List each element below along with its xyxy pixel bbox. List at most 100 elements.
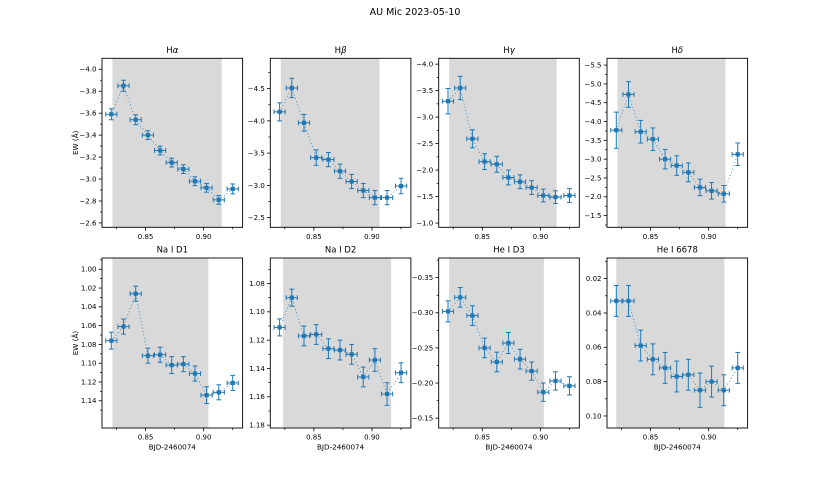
figure-title: AU Mic 2023-05-10 (369, 7, 461, 18)
data-point (466, 129, 479, 149)
x-axis-label: BJD-2460074 (485, 443, 533, 452)
y-tick-label: 1.16 (249, 393, 265, 401)
subplot-title: Na I D1 (157, 246, 188, 256)
axes-frame (438, 257, 580, 429)
y-tick-label: −3.0 (80, 175, 97, 183)
data-point (177, 164, 190, 175)
shaded-region (449, 58, 557, 228)
data-point (441, 87, 455, 115)
data-point (188, 176, 202, 187)
y-tick-label: 1.10 (249, 308, 265, 316)
y-tick-label: −2.5 (416, 140, 433, 148)
data-point (154, 145, 167, 156)
data-point (478, 153, 491, 171)
data-point (285, 288, 298, 307)
data-point (717, 185, 730, 203)
y-tick-label: −3.5 (416, 87, 433, 95)
data-point (357, 366, 370, 388)
data-point (466, 305, 479, 326)
y-tick-label: 0.02 (586, 275, 602, 283)
data-point (212, 194, 225, 205)
data-point (297, 113, 311, 132)
data-point (394, 177, 408, 195)
y-tick-label: −0.15 (412, 415, 433, 423)
y-tick-label: 1.08 (81, 341, 97, 349)
y-tick-label: −3.8 (80, 88, 97, 96)
data-point (537, 382, 550, 402)
data-series (441, 75, 576, 204)
y-tick-label: −0.20 (412, 379, 433, 387)
y-tick-label: −2.8 (80, 197, 97, 205)
y-axis-label: EW (Å) (71, 130, 80, 155)
y-tick-label: 1.06 (81, 322, 97, 330)
data-series (105, 79, 239, 205)
data-point (368, 348, 381, 372)
subplot-title: Na I D2 (325, 246, 356, 256)
data-point (454, 75, 467, 101)
data-point (622, 81, 635, 108)
data-point (682, 358, 695, 391)
data-point (659, 351, 672, 384)
data-point (285, 77, 298, 99)
y-axis-label: EW (Å) (71, 331, 80, 356)
x-tick-label: 0.90 (364, 233, 380, 241)
data-point (490, 351, 503, 373)
y-tick-label: −4.5 (585, 99, 602, 107)
y-tick-label: 1.14 (249, 365, 265, 373)
data-point (357, 182, 370, 199)
y-tick-label: −1.5 (416, 193, 433, 201)
data-point (622, 284, 635, 317)
y-tick-label: 1.08 (249, 280, 265, 288)
data-point (670, 360, 683, 393)
x-tick-label: 0.85 (138, 434, 154, 442)
data-point (141, 130, 154, 141)
y-tick-label: 1.18 (249, 422, 265, 430)
y-tick-label: −3.0 (416, 114, 433, 122)
y-tick-label: −2.6 (80, 219, 98, 227)
y-tick-label: −0.25 (412, 344, 433, 352)
x-tick-label: 0.90 (701, 434, 717, 442)
shaded-region (280, 58, 380, 228)
axes-frame (101, 257, 244, 429)
data-point (129, 114, 142, 126)
subplot-h-beta: 0.85 0.90 −4.5 −4.0 −3.5 −3.0 −2.5 Hβ (248, 46, 412, 241)
data-point (165, 356, 178, 375)
y-tick-label: −1.5 (585, 212, 602, 220)
data-point (478, 337, 491, 359)
data-point (381, 190, 394, 206)
data-point (368, 190, 381, 206)
data-point (394, 362, 408, 384)
data-point (105, 331, 118, 350)
data-point (105, 108, 118, 121)
y-tick-label: −4.5 (248, 85, 265, 93)
y-tick-label: 1.00 (81, 266, 97, 274)
shaded-region (112, 58, 222, 228)
data-point (634, 329, 647, 362)
shaded-region (283, 258, 392, 428)
axes-frame (269, 257, 412, 429)
subplot-h-delta: 0.85 0.90 −5.5 −5.0 −4.5 −4.0 −3.5 −3.0 −2.5 −2.0… (585, 46, 749, 241)
data-point (273, 102, 286, 122)
subplot-he-i-d3: 0.85 0.90 −0.35 −0.30 −0.25 −0.20 −0.15 BJD-246… (412, 246, 580, 452)
y-tick-label: −4.0 (80, 66, 97, 74)
y-tick-label: −1.0 (416, 219, 433, 227)
data-point (200, 386, 213, 405)
data-point (297, 325, 311, 347)
shaded-region (617, 58, 726, 228)
data-point (513, 174, 527, 190)
data-point (563, 376, 576, 396)
data-point (502, 169, 515, 186)
data-point (117, 79, 130, 92)
subplot-title: Hβ (335, 46, 347, 56)
axes-frame (438, 57, 580, 228)
data-point (646, 343, 659, 376)
data-point (693, 372, 707, 408)
y-tick-label: 1.12 (249, 337, 265, 345)
data-point (273, 318, 286, 337)
subplot-title: Hγ (503, 46, 515, 56)
y-tick-label: −3.0 (248, 182, 265, 190)
data-point (682, 162, 695, 183)
data-point (345, 343, 358, 365)
x-tick-label: 0.85 (474, 434, 490, 442)
x-tick-label: 0.85 (306, 434, 322, 442)
